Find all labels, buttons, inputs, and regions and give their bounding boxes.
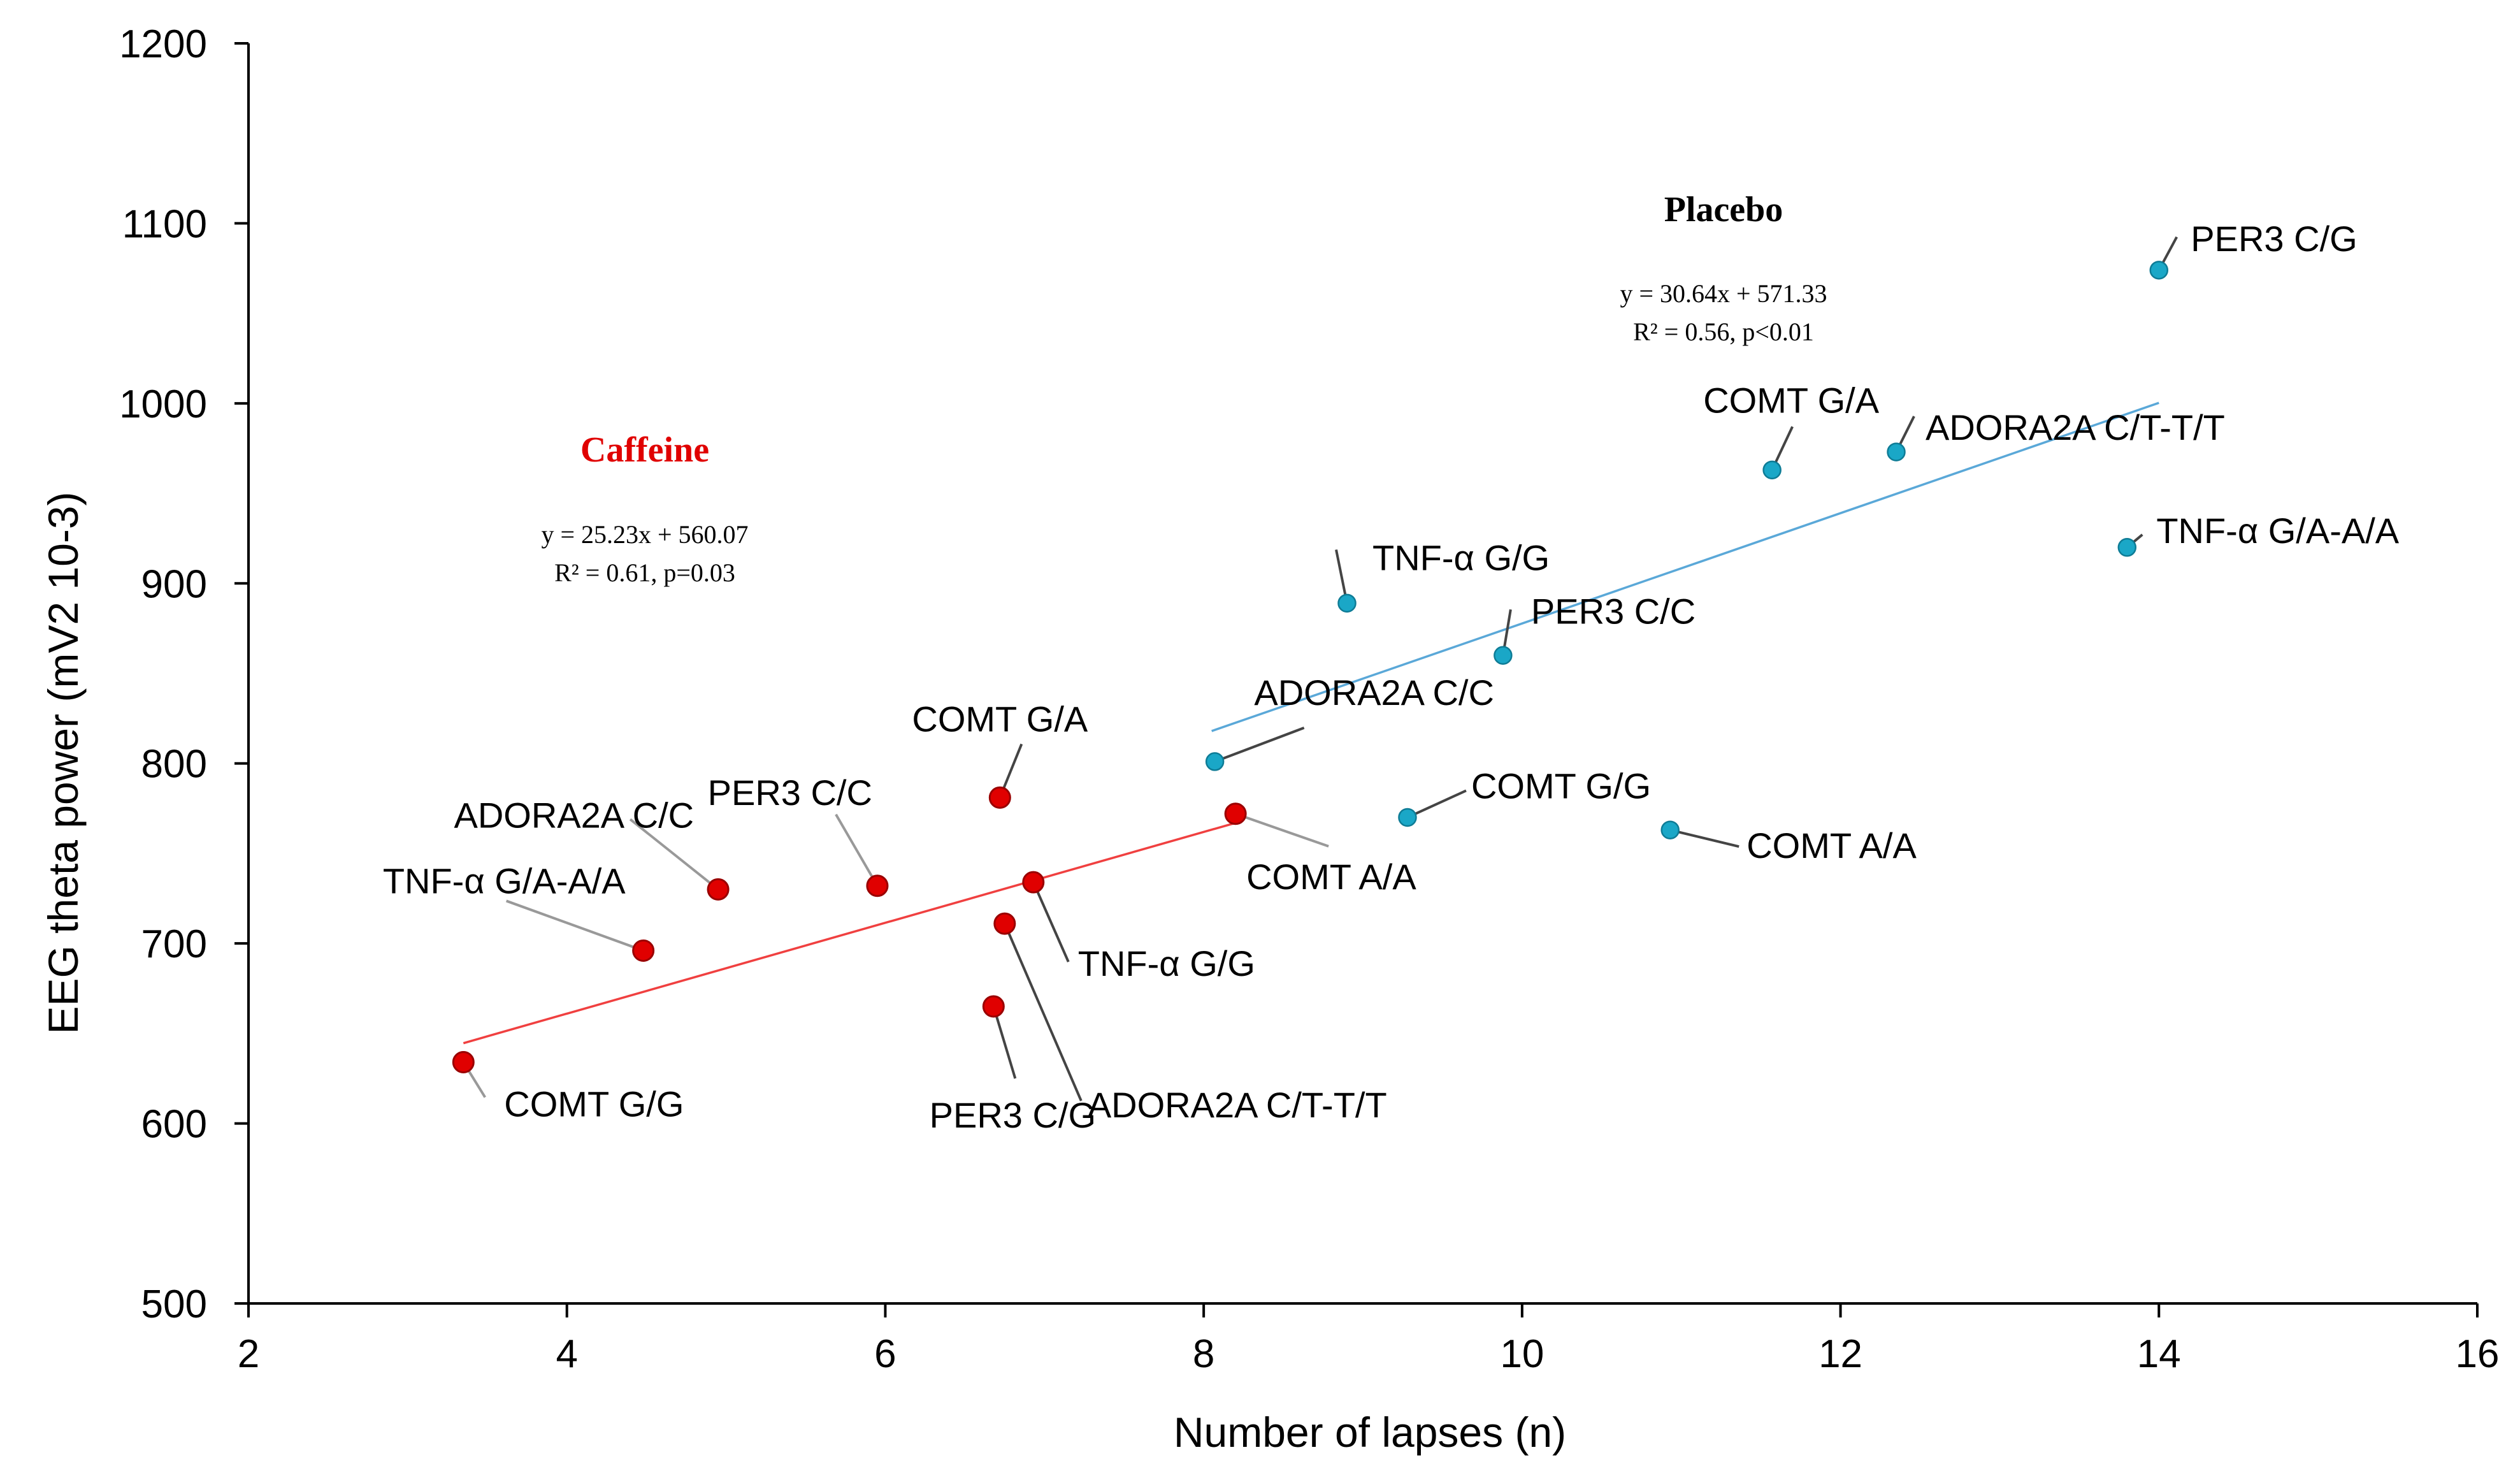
caffeine-point-per3-c-g bbox=[982, 995, 1005, 1018]
placebo-label-adora2a-c-c: ADORA2A C/C bbox=[1254, 672, 1494, 713]
x-tick-label: 4 bbox=[556, 1332, 577, 1376]
y-tick-label: 1000 bbox=[119, 382, 207, 426]
placebo-point-tnf-alpha-g-a-a-a bbox=[2117, 538, 2137, 557]
placebo-equation: y = 30.64x + 571.33 bbox=[1620, 279, 1827, 308]
placebo-leader-adora2a-c-c bbox=[1214, 727, 1305, 763]
caffeine-label-per3-c-g: PER3 C/G bbox=[930, 1095, 1096, 1135]
caffeine-point-comt-g-g bbox=[452, 1051, 475, 1074]
placebo-trendline bbox=[1211, 402, 2159, 732]
placebo-label-per3-c-g: PER3 C/G bbox=[2191, 219, 2357, 259]
caffeine-point-comt-g-a bbox=[988, 786, 1011, 809]
y-axis-title: EEG theta power (mV2 10-3) bbox=[40, 491, 87, 1034]
caffeine-leader-per3-c-c bbox=[835, 813, 879, 887]
placebo-label-adora2a-c-t-t-t: ADORA2A C/T-T/T bbox=[1926, 407, 2225, 447]
placebo-point-tnf-alpha-g-g bbox=[1337, 593, 1357, 613]
y-tick-label: 900 bbox=[141, 562, 207, 606]
caffeine-label-adora2a-c-t-t-t: ADORA2A C/T-T/T bbox=[1088, 1085, 1387, 1125]
data-points bbox=[452, 261, 2169, 1074]
x-tick-label: 8 bbox=[1193, 1332, 1214, 1376]
caffeine-trendline bbox=[463, 822, 1236, 1045]
placebo-group-title: Placebo bbox=[1664, 190, 1783, 229]
placebo-point-comt-g-a bbox=[1762, 460, 1782, 480]
x-tick-label: 6 bbox=[874, 1332, 896, 1376]
y-tick-label: 1100 bbox=[122, 202, 207, 246]
x-tick-label: 10 bbox=[1500, 1332, 1544, 1376]
caffeine-point-tnf-alpha-g-g bbox=[1022, 871, 1045, 894]
trendlines bbox=[463, 402, 2159, 1045]
caffeine-point-comt-a-a bbox=[1224, 802, 1247, 825]
caffeine-leader-tnf-alpha-g-g bbox=[1032, 881, 1070, 962]
caffeine-leader-comt-a-a bbox=[1235, 812, 1329, 848]
caffeine-label-comt-g-a: COMT G/A bbox=[912, 699, 1088, 739]
point-labels: COMT G/G TNF-α G/A-A/A ADORA2A C/C PER3 C/C… bbox=[383, 219, 2400, 1135]
axes: 500 600 700 800 900 1000 1100 1200 2 4 6 8 10 12 14 16 bbox=[119, 22, 2499, 1376]
placebo-point-per3-c-c bbox=[1494, 646, 1513, 665]
caffeine-point-per3-c-c bbox=[866, 874, 889, 897]
placebo-label-comt-g-g: COMT G/G bbox=[1471, 765, 1651, 806]
caffeine-label-per3-c-c: PER3 C/C bbox=[708, 773, 872, 813]
caffeine-label-comt-g-g: COMT G/G bbox=[504, 1084, 684, 1124]
caffeine-label-tnf-alpha-g-a-a-a: TNF-α G/A-A/A bbox=[383, 860, 626, 901]
y-tick-label: 1200 bbox=[119, 22, 207, 66]
placebo-label-per3-c-c: PER3 C/C bbox=[1531, 591, 1696, 631]
caffeine-leader-tnf-alpha-g-a-a-a bbox=[505, 899, 644, 952]
placebo-leader-comt-a-a bbox=[1669, 829, 1739, 848]
caffeine-leader-per3-c-g bbox=[992, 1006, 1017, 1079]
caffeine-label-adora2a-c-c: ADORA2A C/C bbox=[454, 795, 695, 835]
caffeine-point-tnf-alpha-g-a-a-a bbox=[632, 939, 655, 962]
placebo-point-per3-c-g bbox=[2149, 261, 2169, 280]
placebo-point-comt-a-a bbox=[1660, 820, 1680, 839]
placebo-point-adora2a-c-c bbox=[1205, 752, 1225, 771]
placebo-label-comt-a-a: COMT A/A bbox=[1746, 825, 1917, 866]
caffeine-label-tnf-alpha-g-g: TNF-α G/G bbox=[1078, 943, 1255, 983]
x-axis-title: Number of lapses (n) bbox=[1174, 1409, 1566, 1456]
placebo-label-tnf-alpha-g-a-a-a: TNF-α G/A-A/A bbox=[2156, 511, 2399, 551]
caffeine-leader-adora2a-c-t-t-t bbox=[1003, 923, 1083, 1101]
caffeine-group-title: Caffeine bbox=[580, 430, 709, 470]
x-tick-label: 2 bbox=[238, 1332, 259, 1376]
placebo-label-tnf-alpha-g-g: TNF-α G/G bbox=[1372, 537, 1550, 577]
x-tick-label: 12 bbox=[1818, 1332, 1862, 1376]
x-tick-label: 14 bbox=[2137, 1332, 2181, 1376]
caffeine-leader-adora2a-c-c bbox=[629, 818, 719, 890]
y-tick-label: 800 bbox=[141, 743, 207, 787]
x-tick-label: 16 bbox=[2456, 1332, 2500, 1376]
placebo-point-comt-g-g bbox=[1398, 808, 1417, 827]
caffeine-point-adora2a-c-t-t-t bbox=[993, 912, 1016, 935]
placebo-leader-comt-g-g bbox=[1407, 789, 1467, 819]
placebo-stats: R² = 0.56, p<0.01 bbox=[1633, 317, 1814, 346]
placebo-label-comt-g-a: COMT G/A bbox=[1703, 380, 1880, 420]
caffeine-point-adora2a-c-c bbox=[707, 878, 730, 901]
y-tick-label: 700 bbox=[141, 922, 207, 966]
caffeine-stats: R² = 0.61, p=0.03 bbox=[554, 558, 735, 587]
y-tick-label: 500 bbox=[141, 1282, 207, 1326]
caffeine-label-comt-a-a: COMT A/A bbox=[1246, 857, 1416, 897]
y-tick-label: 600 bbox=[141, 1103, 207, 1147]
leader-lines bbox=[462, 236, 2178, 1101]
placebo-point-adora2a-c-t-t-t bbox=[1887, 442, 1906, 461]
caffeine-equation: y = 25.23x + 560.07 bbox=[541, 520, 748, 549]
